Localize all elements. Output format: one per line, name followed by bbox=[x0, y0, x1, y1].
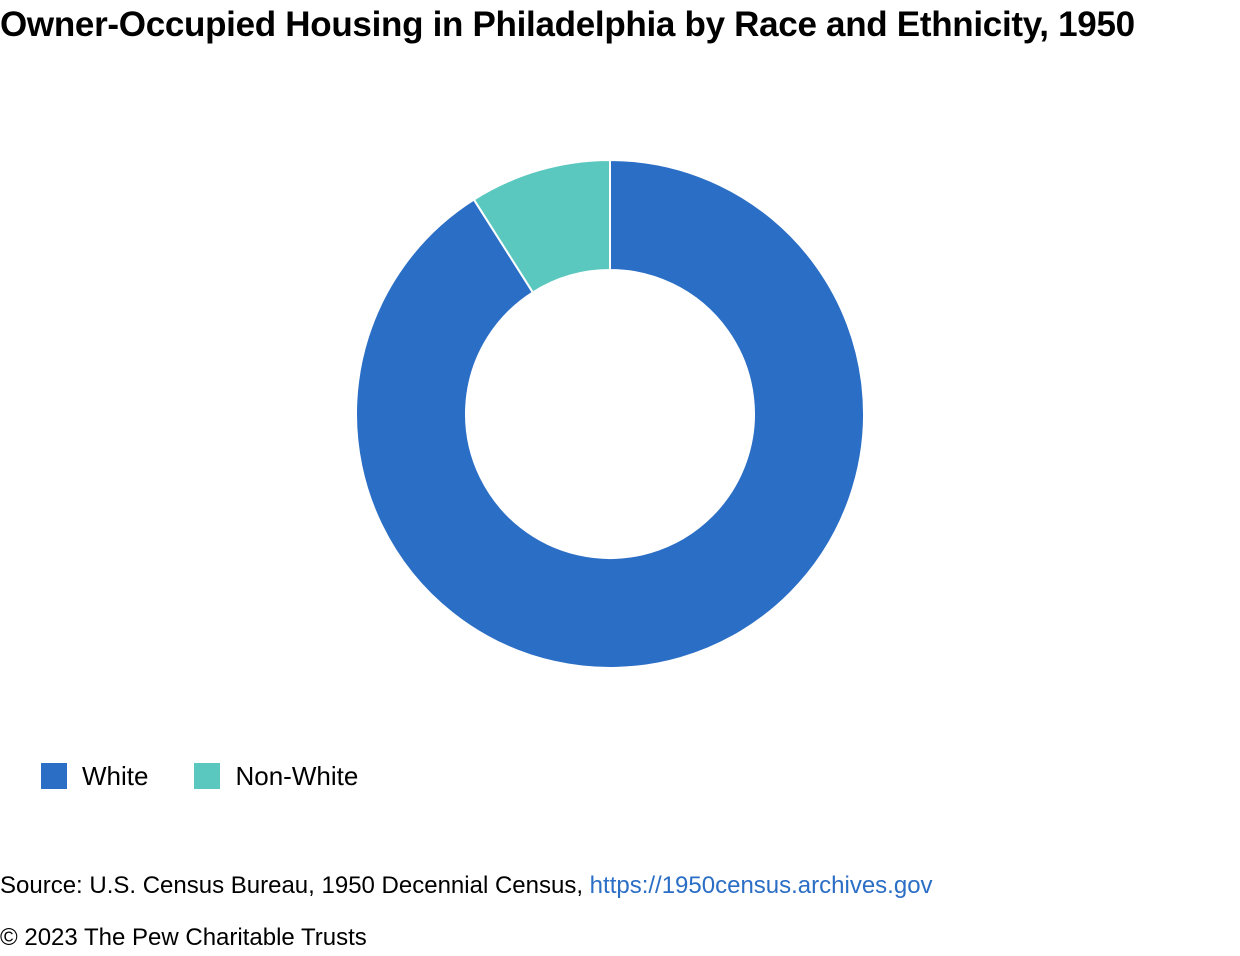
legend-label-white: White bbox=[82, 761, 149, 791]
donut-slice-white bbox=[355, 158, 865, 669]
copyright-note: © 2023 The Pew Charitable Trusts bbox=[0, 924, 367, 951]
legend-item-non-white: Non-White bbox=[194, 760, 358, 792]
donut-slices bbox=[355, 158, 865, 669]
source-link[interactable]: https://1950census.archives.gov bbox=[589, 872, 933, 899]
source-text: Source: U.S. Census Bureau, 1950 Decenni… bbox=[0, 872, 590, 899]
legend-swatch-white bbox=[41, 763, 67, 789]
donut-chart bbox=[355, 158, 865, 669]
legend-label-non-white: Non-White bbox=[235, 761, 359, 791]
legend-item-white: White bbox=[41, 760, 148, 792]
chart-title: Owner-Occupied Housing in Philadelphia b… bbox=[0, 5, 1135, 44]
source-note: Source: U.S. Census Bureau, 1950 Decenni… bbox=[0, 870, 933, 902]
legend: White Non-White bbox=[41, 760, 404, 792]
legend-swatch-non-white bbox=[194, 763, 221, 789]
donut-slice-non-white bbox=[472, 158, 611, 294]
